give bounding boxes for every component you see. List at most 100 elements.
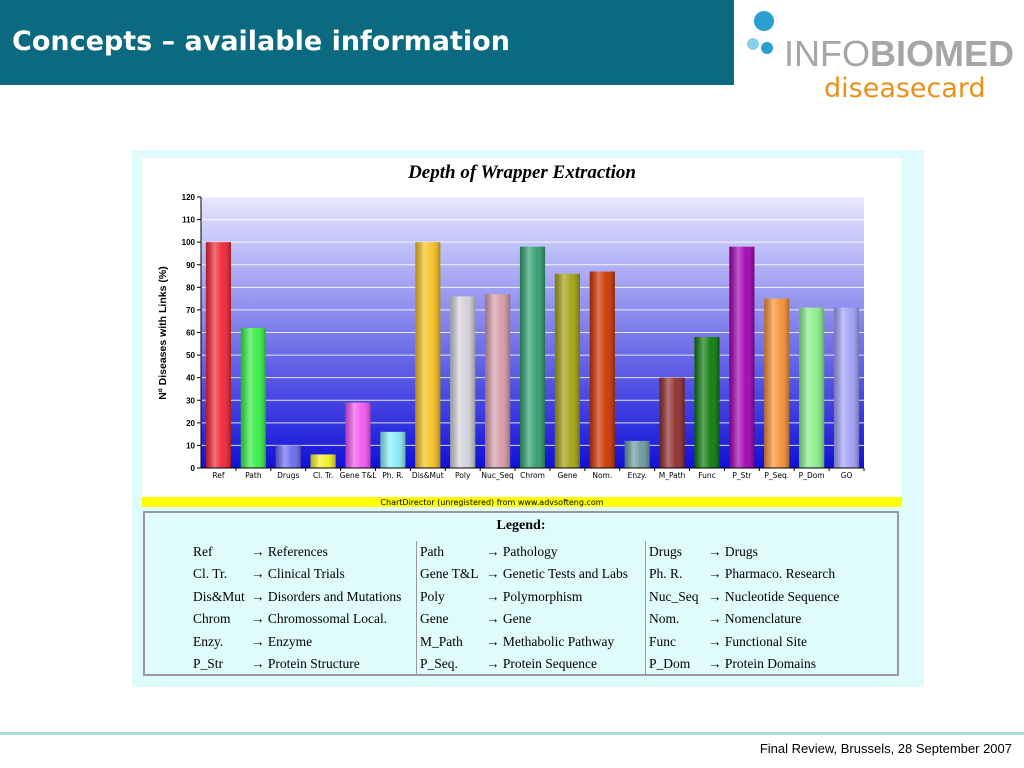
logo-dot-large	[754, 11, 774, 31]
legend-box: Legend: Ref References Cl. Tr. Clinical …	[143, 511, 899, 676]
legend-abbr: P_Seq.	[420, 656, 458, 671]
legend-title: Legend:	[496, 518, 546, 533]
logo-dot-small-1	[747, 38, 759, 50]
bar-shading	[310, 454, 336, 468]
x-tick-label: Drugs	[277, 471, 299, 480]
legend-abbr: Nuc_Seq	[649, 589, 699, 604]
x-tick-label: GO	[841, 471, 853, 480]
infobiomed-logo: INFO BIOMED diseasecard	[747, 11, 1014, 104]
legend-abbr: M_Path	[420, 634, 463, 649]
bar-shading	[659, 377, 685, 468]
bar-shading	[275, 445, 301, 468]
legend-abbr: Ph. R.	[649, 566, 683, 581]
y-tick-label: 100	[182, 238, 196, 247]
bar-shading	[380, 431, 406, 468]
legend-full: Protein Sequence	[486, 656, 597, 672]
x-tick-label: P_Str	[732, 471, 752, 480]
x-axis-labels: Ref Path Drugs Cl. Tr. Gene T&L Ph. R. Dis&Mut…	[212, 468, 865, 480]
legend-full: Functional Site	[708, 634, 807, 650]
legend-abbr: Gene	[420, 611, 449, 626]
x-tick-label: P_Dom	[799, 471, 825, 480]
logo-text-info: INFO	[784, 33, 870, 74]
slide-title: Concepts – available information	[12, 26, 510, 57]
legend-abbr: Path	[420, 544, 445, 559]
y-tick-label: 50	[186, 351, 195, 360]
y-tick-label: 70	[186, 306, 195, 315]
x-tick-label: Gene	[557, 471, 577, 480]
legend-full: References	[251, 544, 328, 560]
legend-abbr: Chrom	[193, 611, 231, 626]
bar-shading	[833, 307, 860, 468]
legend-abbr: Gene T&L	[420, 566, 479, 581]
bar-shading	[519, 246, 546, 468]
bar-shading	[415, 242, 441, 468]
x-tick-label: Dis&Mut	[412, 471, 444, 480]
legend-full: Genetic Tests and Labs	[486, 566, 628, 582]
logo-text-diseasecard: diseasecard	[824, 73, 986, 104]
footer-text: Final Review, Brussels, 28 September 200…	[759, 741, 1012, 756]
legend-abbr: Dis&Mut	[193, 589, 245, 604]
y-axis-ticks: 0 10 20 30 40 50 60 70 80 90 100 110 120	[182, 193, 201, 473]
legend-full: Enzyme	[251, 634, 312, 650]
legend-abbr: P_Str	[193, 656, 224, 671]
y-axis-label: Nº Diseases with Links (%)	[157, 266, 169, 399]
chart-footnote: ChartDirector (unregistered) from www.ad…	[380, 498, 603, 507]
y-tick-label: 0	[191, 464, 196, 473]
x-tick-label: Chrom	[520, 471, 545, 480]
y-tick-label: 30	[186, 396, 195, 405]
legend-abbr: Enzy.	[193, 634, 224, 649]
legend-abbr: Nom.	[649, 611, 680, 626]
x-tick-label: Enzy.	[628, 471, 647, 480]
bar-shading	[554, 273, 580, 468]
bar-shading	[799, 307, 825, 468]
x-tick-label: Ref	[212, 471, 224, 480]
bar-shading	[345, 402, 371, 468]
legend-abbr: Func	[649, 634, 676, 649]
legend-separator-2	[645, 541, 646, 675]
x-tick-label: P_Seq.	[764, 471, 789, 480]
x-tick-label: Poly	[455, 471, 471, 480]
y-tick-label: 90	[186, 261, 195, 270]
chart-footnote-ribbon	[142, 497, 902, 507]
bar-shading	[764, 298, 790, 468]
y-tick-label: 20	[186, 419, 195, 428]
x-tick-label: Nom.	[592, 471, 612, 480]
y-tick-label: 60	[186, 329, 195, 338]
bar-shading	[205, 242, 232, 468]
legend-full: Methabolic Pathway	[486, 634, 614, 650]
legend-full: Clinical Trials	[251, 566, 345, 582]
bar-shading	[589, 271, 615, 468]
bar-shading	[729, 246, 755, 468]
y-tick-label: 110	[182, 216, 195, 225]
x-tick-label: Path	[245, 471, 262, 480]
chart-title: Depth of Wrapper Extraction	[407, 162, 636, 183]
y-tick-label: 120	[182, 193, 196, 202]
bars	[205, 242, 860, 468]
legend-full: Chromossomal Local.	[251, 611, 387, 627]
logo-dot-small-2	[761, 42, 773, 54]
legend-abbr: Poly	[420, 589, 445, 604]
legend-full: Nomenclature	[708, 611, 801, 627]
legend-full: Pharmaco. Research	[708, 566, 835, 582]
bar-shading	[624, 440, 650, 468]
legend-full: Nucleotide Sequence	[708, 589, 839, 605]
x-tick-label: Gene T&L	[340, 471, 378, 480]
x-tick-label: Nuc_Seq	[481, 471, 514, 480]
bar-shading	[240, 327, 266, 468]
y-tick-label: 10	[186, 441, 195, 450]
y-tick-label: 40	[186, 374, 195, 383]
x-tick-label: Func	[698, 471, 716, 480]
logo-text-biomed: BIOMED	[870, 33, 1014, 74]
legend-abbr: P_Dom	[649, 656, 691, 671]
legend-abbr: Ref	[193, 544, 213, 559]
legend-abbr: Cl. Tr.	[193, 566, 228, 581]
legend-full: Disorders and Mutations	[251, 589, 401, 605]
x-tick-label: M_Path	[659, 471, 686, 480]
legend-full: Pathology	[486, 544, 558, 560]
bar-chart: Depth of Wrapper Extraction 0 10 20 30 40 50 6…	[142, 158, 902, 507]
bar-shading	[450, 296, 476, 468]
legend-full: Protein Structure	[251, 656, 360, 672]
x-tick-label: Ph. R.	[382, 471, 403, 480]
footer-line	[0, 732, 1024, 735]
legend-full: Polymorphism	[486, 589, 583, 605]
